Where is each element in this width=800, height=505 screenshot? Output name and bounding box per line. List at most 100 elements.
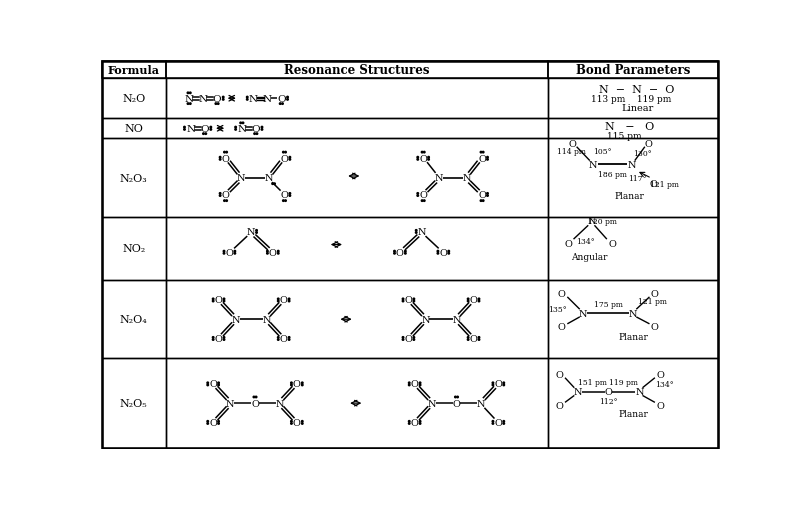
- Bar: [166, 62, 548, 79]
- Text: O: O: [281, 190, 288, 199]
- Text: 115 pm: 115 pm: [606, 132, 642, 141]
- Circle shape: [437, 253, 438, 255]
- Circle shape: [190, 104, 191, 105]
- Text: N: N: [238, 125, 246, 133]
- Bar: [548, 62, 718, 79]
- Text: O: O: [478, 155, 486, 164]
- Text: Planar: Planar: [618, 332, 648, 341]
- Circle shape: [503, 423, 505, 424]
- Text: N: N: [198, 94, 208, 104]
- Text: O: O: [213, 94, 222, 104]
- Bar: [166, 79, 548, 119]
- Bar: [102, 217, 166, 280]
- Circle shape: [419, 382, 421, 384]
- Circle shape: [486, 193, 488, 195]
- Text: O: O: [494, 380, 502, 389]
- Circle shape: [288, 300, 290, 302]
- Text: N: N: [434, 174, 443, 183]
- Circle shape: [448, 253, 450, 255]
- Circle shape: [409, 423, 410, 424]
- Circle shape: [235, 127, 237, 129]
- Circle shape: [278, 251, 279, 252]
- Circle shape: [478, 300, 480, 302]
- Circle shape: [467, 298, 469, 300]
- Circle shape: [210, 129, 212, 131]
- Text: 105°: 105°: [593, 147, 611, 155]
- Text: 112°: 112°: [599, 397, 618, 405]
- Circle shape: [423, 200, 425, 202]
- Circle shape: [226, 152, 227, 154]
- Circle shape: [417, 159, 418, 161]
- Text: 120 pm: 120 pm: [588, 217, 617, 225]
- Text: O: O: [558, 290, 566, 299]
- Circle shape: [419, 384, 421, 386]
- Circle shape: [278, 253, 279, 255]
- Text: O: O: [200, 125, 209, 133]
- Circle shape: [419, 421, 421, 422]
- Bar: [102, 79, 166, 119]
- Circle shape: [286, 99, 288, 101]
- Circle shape: [240, 123, 242, 124]
- Text: O: O: [651, 290, 659, 299]
- Circle shape: [402, 300, 404, 302]
- Text: O: O: [419, 155, 427, 164]
- Circle shape: [492, 382, 494, 384]
- Text: O: O: [556, 370, 563, 379]
- Text: O: O: [214, 334, 222, 343]
- Circle shape: [184, 127, 186, 129]
- Circle shape: [422, 152, 423, 154]
- Circle shape: [288, 298, 290, 300]
- Text: N: N: [249, 94, 258, 104]
- Bar: [166, 119, 548, 139]
- Circle shape: [409, 384, 410, 386]
- Text: O: O: [656, 401, 664, 410]
- Text: N: N: [573, 387, 582, 396]
- Text: Linear: Linear: [621, 104, 654, 113]
- Circle shape: [234, 253, 236, 255]
- Bar: [102, 280, 166, 359]
- Circle shape: [302, 421, 303, 422]
- Circle shape: [467, 300, 469, 302]
- Text: 119 pm: 119 pm: [610, 379, 638, 387]
- Circle shape: [478, 337, 480, 338]
- Text: O: O: [269, 248, 277, 257]
- Circle shape: [212, 337, 214, 338]
- Circle shape: [290, 384, 292, 386]
- Text: O: O: [605, 387, 612, 396]
- Circle shape: [210, 127, 212, 129]
- Text: O: O: [470, 334, 478, 343]
- Circle shape: [394, 253, 395, 255]
- Text: N: N: [247, 227, 255, 236]
- Circle shape: [223, 298, 225, 300]
- Bar: [166, 139, 548, 217]
- Circle shape: [282, 104, 283, 105]
- Circle shape: [478, 298, 480, 300]
- Text: O: O: [405, 334, 412, 343]
- Text: O: O: [656, 370, 664, 379]
- Text: N: N: [231, 315, 240, 324]
- Bar: [548, 119, 718, 139]
- Text: 186 pm: 186 pm: [598, 170, 626, 178]
- Text: O: O: [293, 380, 301, 389]
- Circle shape: [218, 384, 219, 386]
- Circle shape: [278, 300, 279, 302]
- Text: N: N: [427, 399, 436, 408]
- Bar: [548, 280, 718, 359]
- Text: O: O: [251, 125, 260, 133]
- Circle shape: [242, 123, 244, 124]
- Circle shape: [282, 200, 284, 202]
- Circle shape: [417, 157, 418, 159]
- Circle shape: [405, 251, 406, 252]
- Text: N: N: [635, 387, 644, 396]
- Circle shape: [492, 423, 494, 424]
- Circle shape: [212, 298, 214, 300]
- Circle shape: [226, 200, 227, 202]
- Circle shape: [187, 93, 189, 94]
- Circle shape: [288, 337, 290, 338]
- Text: O: O: [470, 296, 478, 305]
- Circle shape: [279, 104, 281, 105]
- Circle shape: [402, 337, 404, 338]
- Circle shape: [266, 251, 268, 252]
- Text: O: O: [251, 399, 259, 408]
- Text: O: O: [494, 418, 502, 427]
